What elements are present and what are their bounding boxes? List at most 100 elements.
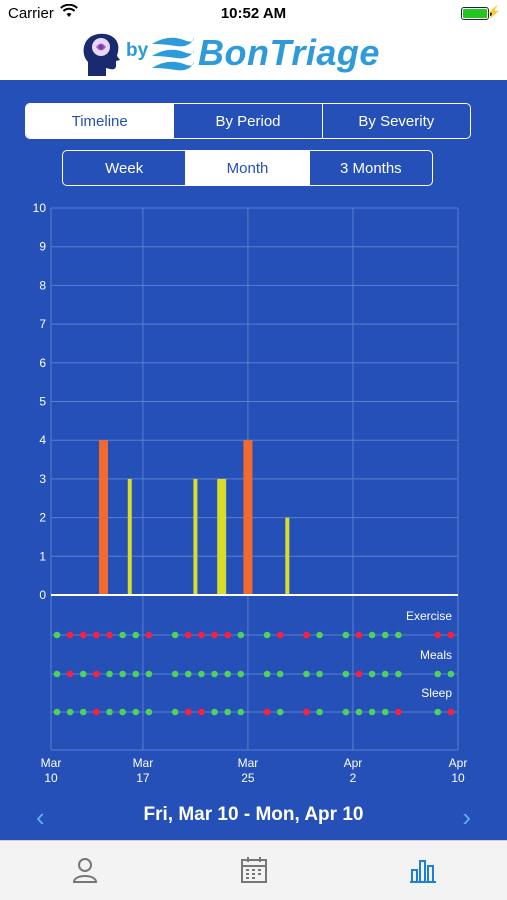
track-dot-good — [368, 631, 376, 639]
track-dot-good — [263, 631, 271, 639]
track-dot-good — [381, 631, 389, 639]
range-segmented-control: Week Month 3 Months — [62, 150, 433, 186]
track-dot-good — [145, 670, 153, 678]
by-label: by — [126, 40, 149, 61]
track-dot-good — [171, 708, 179, 716]
y-tick-label: 3 — [39, 472, 46, 486]
track-dot-good — [237, 708, 245, 716]
track-dot-good — [316, 670, 323, 678]
track-dot-bad — [447, 631, 455, 639]
track-dot-good — [106, 670, 113, 678]
track-dot-good — [447, 670, 455, 678]
tab-by-period[interactable]: By Period — [174, 104, 323, 138]
y-tick-label: 4 — [39, 433, 46, 447]
clock: 10:52 AM — [220, 5, 287, 22]
track-dot-good — [381, 670, 389, 678]
x-tick-label: 10 — [451, 771, 465, 785]
app-header: by BonTriage — [0, 28, 507, 80]
track-dot-good — [119, 631, 126, 639]
brain-head-logo-icon — [83, 33, 120, 76]
track-dot-good — [395, 670, 402, 678]
track-dot-bad — [198, 708, 205, 716]
person-icon[interactable] — [70, 855, 100, 885]
track-dot-good — [395, 631, 402, 639]
track-dot-good — [276, 708, 284, 716]
track-dot-good — [342, 631, 350, 639]
track-dot-good — [66, 708, 74, 716]
track-dot-good — [211, 708, 218, 716]
status-bar: Carrier 10:52 AM ⚡ — [0, 0, 507, 28]
y-tick-label: 0 — [39, 588, 46, 602]
track-dot-good — [132, 670, 140, 678]
track-dot-bad — [303, 631, 310, 639]
track-dot-bad — [184, 708, 192, 716]
track-dot-good — [237, 670, 245, 678]
track-dot-good — [198, 670, 205, 678]
brand-wordmark: BonTriage — [198, 32, 380, 73]
track-dot-good — [119, 708, 126, 716]
track-dot-bad — [447, 708, 455, 716]
x-tick-label: Apr — [449, 756, 468, 770]
y-tick-label: 9 — [39, 240, 46, 254]
track-dot-bad — [263, 708, 271, 716]
bar — [285, 517, 290, 595]
track-dot-bad — [355, 631, 363, 639]
bar — [243, 440, 253, 595]
track-dot-bad — [184, 631, 192, 639]
x-tick-label: 25 — [241, 771, 255, 785]
y-tick-label: 2 — [39, 511, 46, 525]
bar — [217, 478, 227, 595]
bar — [193, 478, 198, 595]
tab-timeline[interactable]: Timeline — [26, 104, 175, 138]
charging-icon: ⚡ — [486, 5, 501, 19]
track-dot-good — [355, 708, 363, 716]
timeline-chart: 012345678910Mar10Mar17Mar25Apr2Apr10Exer… — [33, 201, 468, 785]
track-dot-good — [224, 670, 231, 678]
track-dot-good — [53, 708, 61, 716]
tab-by-severity[interactable]: By Severity — [358, 112, 435, 130]
track-dot-good — [368, 708, 376, 716]
bar-chart-icon[interactable] — [408, 855, 438, 885]
track-dot-good — [381, 708, 389, 716]
track-dot-bad — [395, 708, 402, 716]
x-tick-label: Mar — [238, 756, 259, 770]
tab-week[interactable]: Week — [63, 151, 187, 185]
battery-icon — [461, 7, 492, 20]
calendar-icon[interactable] — [239, 855, 269, 885]
track-dot-good — [263, 670, 271, 678]
track-dot-good — [342, 670, 350, 678]
carrier-label: Carrier — [8, 5, 54, 22]
track-dot-good — [119, 670, 126, 678]
date-range-label: Fri, Mar 10 - Mon, Apr 10 — [143, 804, 364, 825]
track-dot-bad — [434, 631, 442, 639]
x-tick-label: Apr — [344, 756, 363, 770]
track-dot-bad — [355, 670, 363, 678]
track-dot-good — [434, 708, 442, 716]
tab-month[interactable]: Month — [186, 151, 310, 185]
bar — [99, 440, 109, 595]
x-tick-label: 10 — [44, 771, 58, 785]
x-tick-label: Mar — [41, 756, 62, 770]
y-tick-label: 1 — [39, 549, 46, 563]
x-tick-label: 17 — [136, 771, 150, 785]
track-dot-good — [434, 670, 442, 678]
track-label: Exercise — [406, 609, 452, 623]
y-tick-label: 7 — [39, 317, 46, 331]
track-dot-bad — [303, 708, 310, 716]
next-period-button[interactable]: › — [462, 802, 471, 832]
track-dot-good — [132, 631, 140, 639]
track-dot-good — [132, 708, 140, 716]
track-dot-bad — [106, 631, 113, 639]
previous-period-button[interactable]: ‹ — [36, 802, 45, 832]
view-segmented-control: Timeline By Period By Severity — [25, 103, 471, 139]
track-dot-bad — [79, 631, 87, 639]
track-dot-good — [211, 670, 218, 678]
x-tick-label: Mar — [133, 756, 154, 770]
track-dot-good — [316, 631, 323, 639]
track-dot-good — [53, 670, 61, 678]
track-dot-good — [171, 631, 179, 639]
track-dot-good — [53, 631, 61, 639]
track-dot-bad — [66, 631, 74, 639]
track-dot-good — [106, 708, 113, 716]
tab-3-months[interactable]: 3 Months — [339, 159, 402, 177]
